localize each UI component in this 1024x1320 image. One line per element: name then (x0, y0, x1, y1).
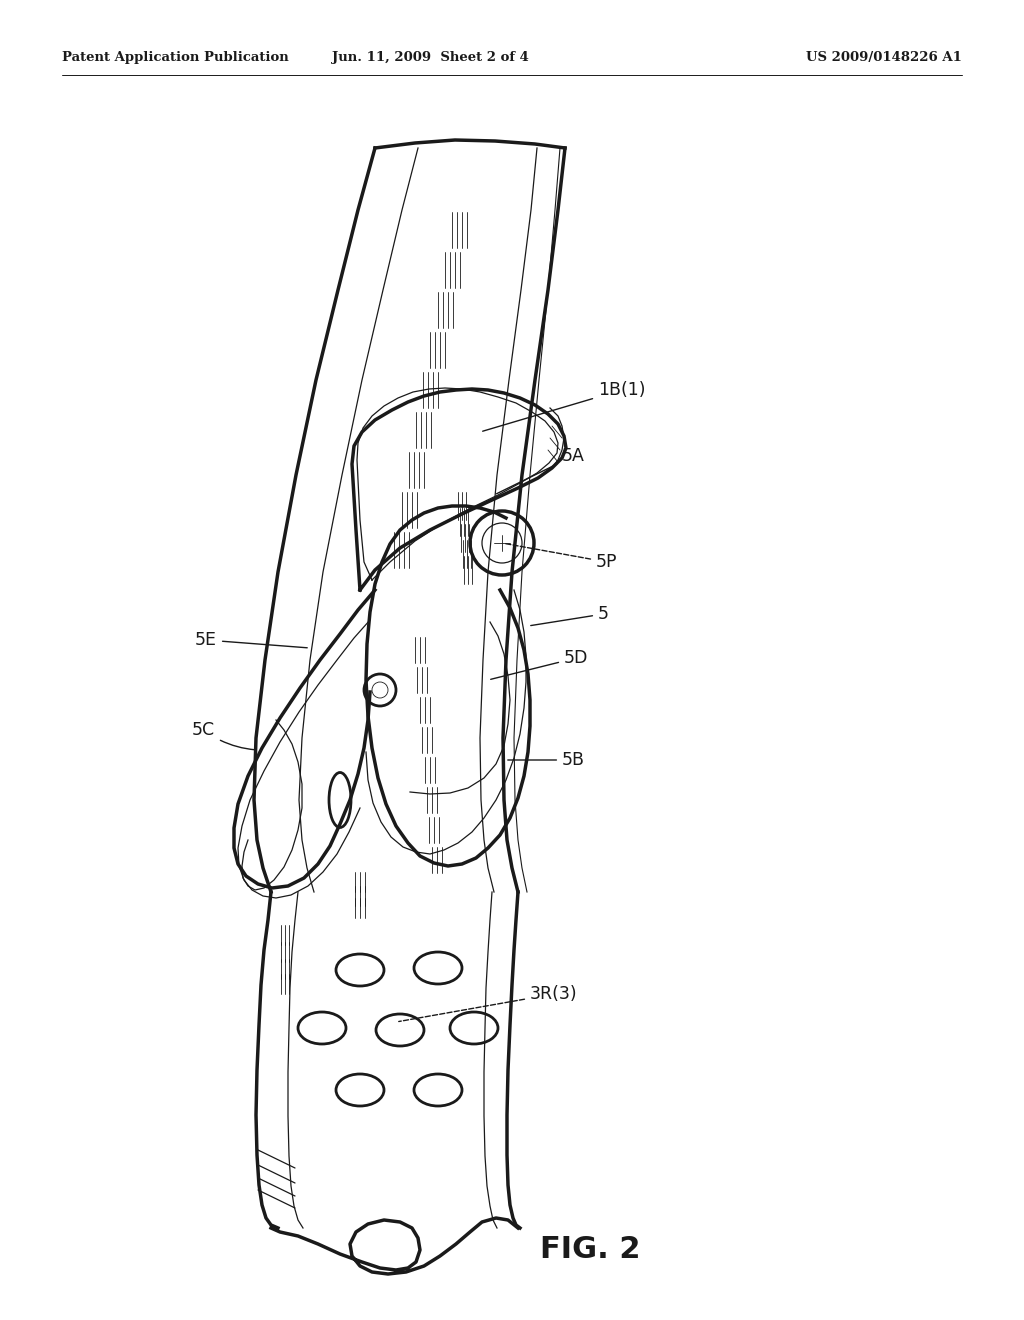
Text: 5E: 5E (195, 631, 307, 649)
Text: FIG. 2: FIG. 2 (540, 1236, 640, 1265)
Text: US 2009/0148226 A1: US 2009/0148226 A1 (806, 51, 962, 65)
Text: 5A: 5A (497, 447, 585, 494)
Text: 3R(3): 3R(3) (398, 985, 578, 1022)
Text: 5C: 5C (193, 721, 255, 750)
Text: Jun. 11, 2009  Sheet 2 of 4: Jun. 11, 2009 Sheet 2 of 4 (332, 51, 528, 65)
Text: 5B: 5B (508, 751, 585, 770)
Text: 1B(1): 1B(1) (482, 381, 645, 432)
Text: Patent Application Publication: Patent Application Publication (62, 51, 289, 65)
Text: 5P: 5P (505, 544, 617, 572)
Text: 5: 5 (530, 605, 609, 626)
Text: 5D: 5D (490, 649, 589, 680)
